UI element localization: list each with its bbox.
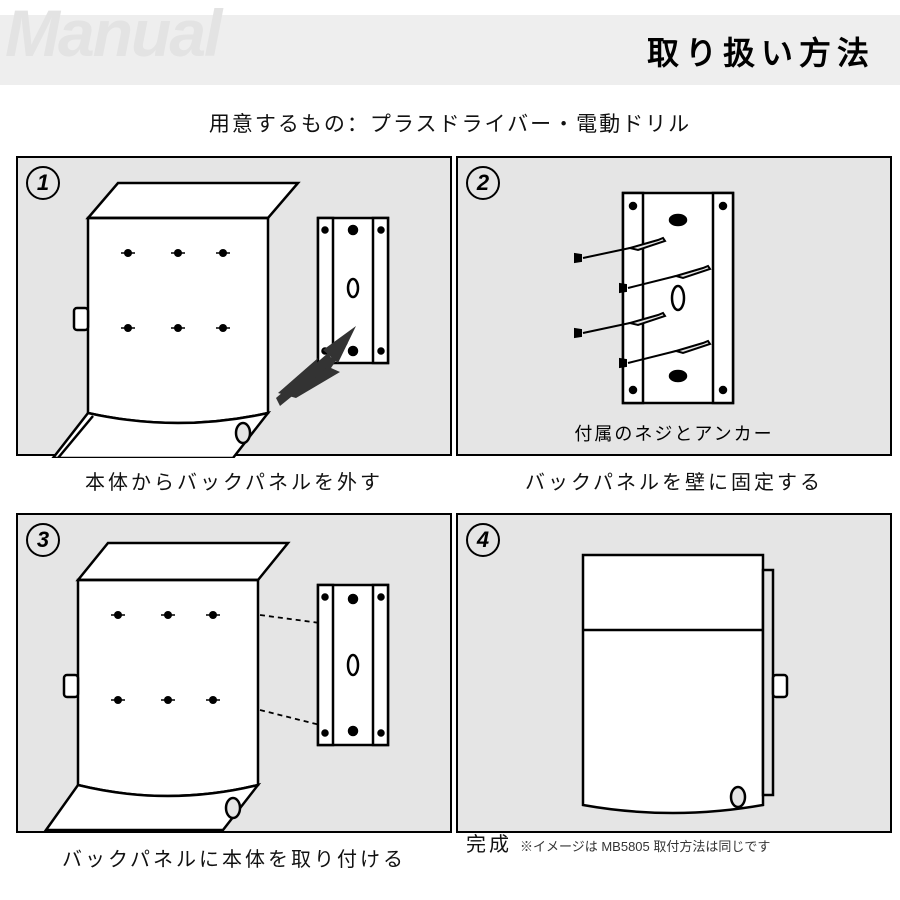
step-2: 2 [454,156,894,513]
step-2-panel: 2 [456,156,892,456]
step-4-caption-note: ※イメージは MB5805 取付方法は同じです [520,836,770,855]
step-3: 3 [14,513,454,890]
arrow-icon [276,326,356,406]
step-4-panel: 4 [456,513,892,833]
page-title: 取り扱い方法 [647,28,875,74]
step-1-diagram [18,158,458,458]
watermark-text: Manual [5,0,220,71]
step-1: 1 [14,156,454,513]
step-2-caption: バックパネルを壁に固定する [454,466,894,495]
step-3-diagram [18,515,458,835]
step-2-diagram [458,158,898,458]
subtitle: 用意するもの：プラスドライバー・電動ドリル [0,108,900,138]
step-3-caption: バックパネルに本体を取り付ける [14,843,454,872]
header: Manual 取り扱い方法 [0,0,900,85]
step-1-panel: 1 [16,156,452,456]
steps-grid: 1 [6,156,894,890]
step-3-panel: 3 [16,513,452,833]
step-2-subcaption: 付属のネジとアンカー [458,420,890,446]
step-1-caption: 本体からバックパネルを外す [14,466,454,495]
step-4: 4 完成 ※イメージは MB5805 取付方法は同じです [454,513,894,890]
step-4-diagram [458,515,898,835]
